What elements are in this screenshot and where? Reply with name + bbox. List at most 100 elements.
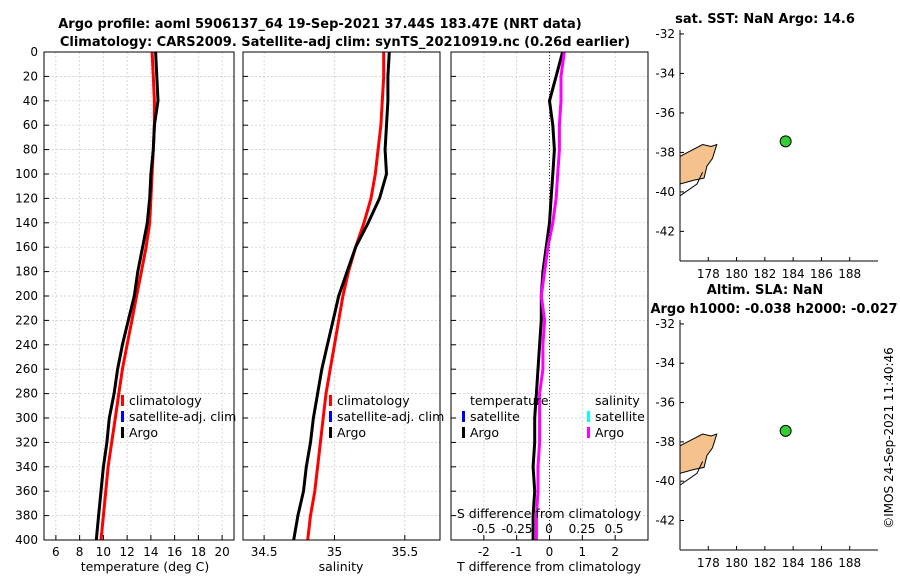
- x-tick-label: 8: [76, 545, 84, 559]
- map-y-tick-label: -34: [655, 66, 675, 80]
- x-tick-label: -1: [511, 545, 523, 559]
- depth-tick-label: 220: [15, 313, 38, 327]
- legend-label: satellite-adj. clim: [129, 409, 236, 424]
- plot-frame: [242, 51, 441, 541]
- depth-tick-label: 380: [15, 509, 38, 523]
- map-x-tick-label: 184: [782, 267, 805, 281]
- x-tick-label: 0: [546, 545, 554, 559]
- x-tick-label: 12: [119, 545, 134, 559]
- float-location-marker: [779, 135, 792, 148]
- depth-tick-label: 40: [23, 94, 38, 108]
- map-y-tick-label: -32: [655, 317, 675, 331]
- map-x-tick-label: 180: [725, 267, 748, 281]
- depth-tick-label: 360: [15, 484, 38, 498]
- map-sst-title: sat. SST: NaN Argo: 14.6: [675, 12, 855, 27]
- legend-title-temperature: temperature: [470, 393, 549, 408]
- x-tick-label: -2: [478, 545, 490, 559]
- x-tick-label: 20: [214, 545, 229, 559]
- map-x-tick-label: 184: [782, 556, 805, 570]
- map-y-tick-label: -36: [655, 106, 675, 120]
- legend-swatch: [121, 395, 124, 406]
- series-line-argo: [534, 51, 566, 540]
- map-y-tick-label: -38: [655, 145, 675, 159]
- depth-tick-label: 60: [23, 118, 38, 132]
- s-diff-tick-label: -0.5: [472, 522, 495, 536]
- depth-tick-label: 260: [15, 362, 38, 376]
- x-tick-label: 2: [611, 545, 619, 559]
- figure-title-line1: Argo profile: aoml 5906137_64 19-Sep-202…: [58, 17, 582, 32]
- timestamp: ©IMOS 24-Sep-2021 11:40:46: [882, 347, 896, 529]
- difference-panel: -2 -1 0 1 2-0.5 -0.25 0 0.25 0.5temperaturesatel…: [450, 51, 649, 559]
- depth-tick-label: 120: [15, 191, 38, 205]
- salinity-axis-label: salinity: [319, 559, 364, 574]
- sla-map: -32 -34 -36 -38 -40 -42 178 180 182 184 186 188: [655, 317, 878, 570]
- coastline: [679, 461, 704, 486]
- plot-area: [44, 52, 234, 540]
- legend-swatch: [587, 427, 590, 438]
- sst-map: -32 -34 -36 -38 -40 -42 178 180 182 184 186 188: [655, 27, 878, 281]
- s-diff-tick-label: 0.5: [604, 522, 623, 536]
- land-new-zealand: [679, 433, 718, 474]
- t-difference-axis-label: T difference from climatology: [456, 559, 642, 574]
- s-diff-tick-label: -0.25: [501, 522, 532, 536]
- depth-tick-label: 300: [15, 411, 38, 425]
- temperature-panel: 6 8 10 12 14 16 18 20 climatologysatellite-adj. …: [43, 51, 236, 559]
- x-tick-label: 16: [167, 545, 182, 559]
- depth-tick-label: 20: [23, 69, 38, 83]
- series-line-argo: [292, 51, 391, 541]
- legend-title-salinity: salinity: [595, 393, 640, 408]
- legend-swatch: [462, 427, 465, 438]
- x-tick-label: 1: [579, 545, 587, 559]
- legend-label: Argo: [337, 425, 366, 440]
- legend-label: Argo: [595, 425, 624, 440]
- depth-tick-label: 320: [15, 435, 38, 449]
- legend-label: satellite: [470, 409, 520, 424]
- legend-label: satellite: [595, 409, 645, 424]
- map-x-tick-label: 182: [753, 267, 776, 281]
- depth-tick-label: 100: [15, 167, 38, 181]
- map-x-tick-label: 182: [753, 556, 776, 570]
- x-tick-label: 10: [96, 545, 111, 559]
- x-tick-label: 34.5: [251, 545, 278, 559]
- legend-label: climatology: [337, 393, 410, 408]
- legend-swatch: [329, 411, 332, 422]
- depth-tick-label: 80: [23, 143, 38, 157]
- x-tick-label: 18: [191, 545, 206, 559]
- s-diff-tick-label: 0: [545, 522, 553, 536]
- series-line-argo: [94, 51, 160, 541]
- legend-label: climatology: [129, 393, 202, 408]
- s-diff-tick-label: 0.25: [569, 522, 596, 536]
- depth-tick-label: 240: [15, 338, 38, 352]
- map-y-tick-label: -40: [655, 185, 675, 199]
- map-x-tick-label: 178: [697, 267, 720, 281]
- float-location-marker: [779, 424, 792, 437]
- land-new-zealand: [679, 143, 718, 185]
- depth-axis: 0 20 40 60 80 100 120 140 160 180 200 220 240 260 280 3…: [15, 45, 38, 547]
- depth-tick-label: 200: [15, 289, 38, 303]
- depth-tick-label: 180: [15, 265, 38, 279]
- depth-tick-label: 400: [15, 533, 38, 547]
- map-x-tick-label: 180: [725, 556, 748, 570]
- legend-swatch: [329, 427, 332, 438]
- plot-frame: [43, 51, 235, 541]
- map-x-tick-label: 178: [697, 556, 720, 570]
- legend-swatch: [121, 427, 124, 438]
- legend-swatch: [121, 411, 124, 422]
- legend-label: Argo: [470, 425, 499, 440]
- map-y-tick-label: -42: [655, 514, 675, 528]
- map-y-tick-label: -40: [655, 474, 675, 488]
- legend-swatch: [587, 411, 590, 422]
- x-tick-label: 14: [143, 545, 158, 559]
- legend-swatch: [462, 411, 465, 422]
- legend-label: satellite-adj. clim: [337, 409, 444, 424]
- map-y-tick-label: -42: [655, 224, 675, 238]
- map-y-tick-label: -38: [655, 435, 675, 449]
- legend-label: Argo: [129, 425, 158, 440]
- depth-tick-label: 140: [15, 216, 38, 230]
- map-y-tick-label: -34: [655, 356, 675, 370]
- map-x-tick-label: 186: [810, 267, 833, 281]
- figure-title-line2: Climatology: CARS2009. Satellite-adj cli…: [60, 35, 630, 50]
- x-tick-label: 35: [327, 545, 342, 559]
